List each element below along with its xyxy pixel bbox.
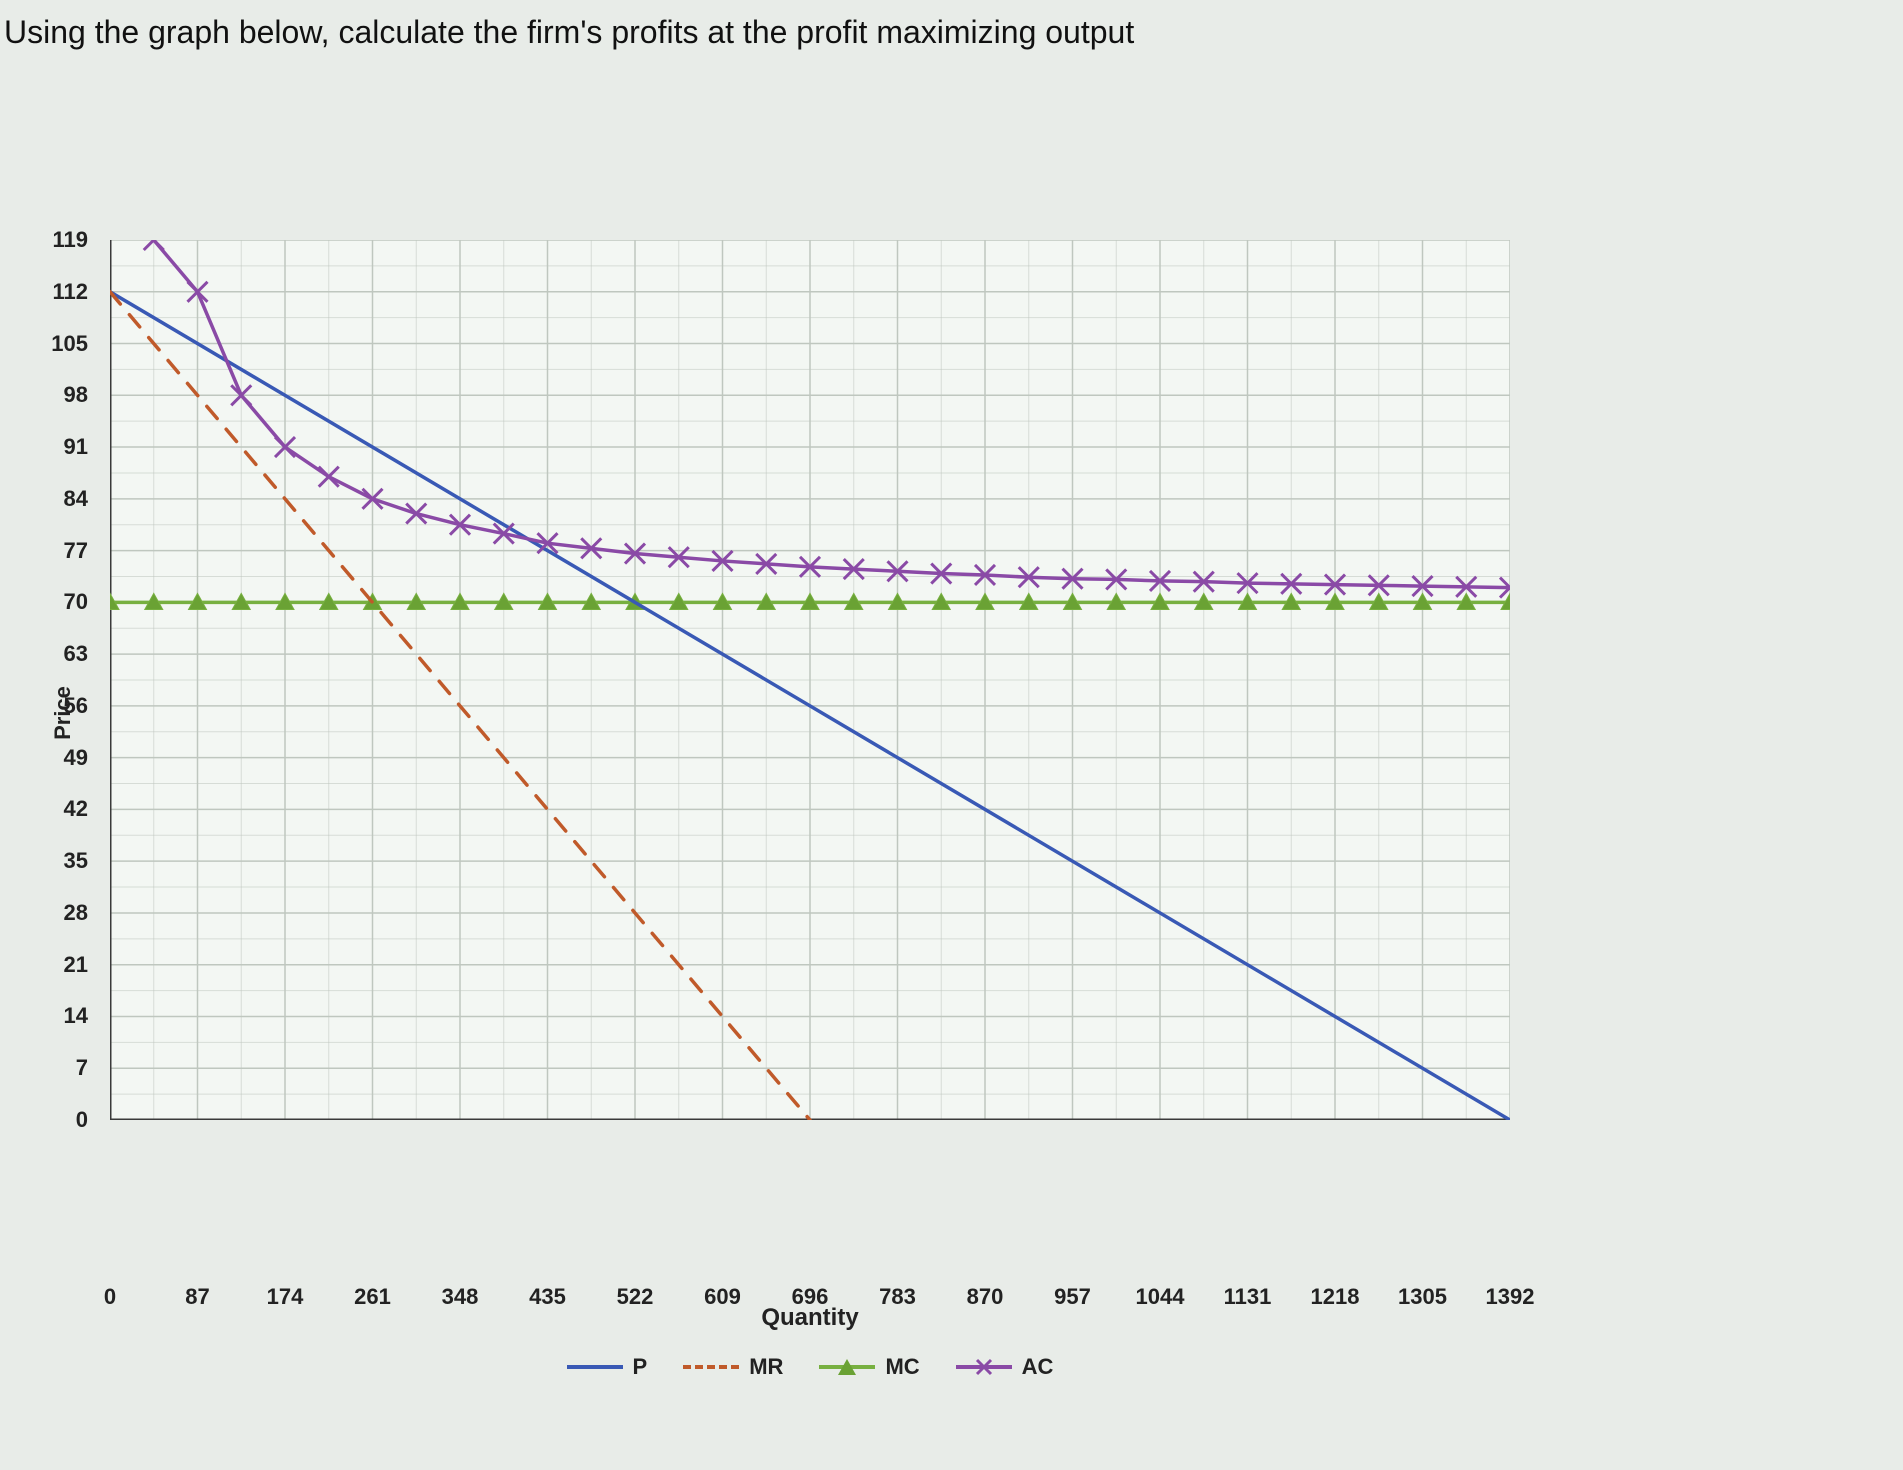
y-tick-label: 119 xyxy=(53,227,89,253)
y-tick-label: 63 xyxy=(64,641,88,667)
y-tick-label: 105 xyxy=(51,331,88,357)
y-tick-label: 49 xyxy=(64,745,88,771)
economics-chart: Price 0714212835424956637077849198105112… xyxy=(110,240,1510,1240)
y-tick-label: 98 xyxy=(64,382,88,408)
y-tick-label: 21 xyxy=(64,952,88,978)
y-tick-label: 77 xyxy=(64,538,88,564)
y-tick-label: 14 xyxy=(64,1003,88,1029)
y-tick-label: 28 xyxy=(64,900,88,926)
y-tick-label: 112 xyxy=(53,279,89,305)
y-tick-label: 42 xyxy=(64,796,88,822)
y-tick-label: 35 xyxy=(64,848,88,874)
legend-item-mr: MR xyxy=(683,1354,783,1380)
x-axis-label: Quantity xyxy=(110,1304,1510,1332)
y-tick-label: 70 xyxy=(64,589,88,615)
y-tick-label: 84 xyxy=(64,486,88,512)
legend-item-mc: MC xyxy=(819,1354,919,1380)
legend-item-p: P xyxy=(567,1354,648,1380)
question-prompt: Using the graph below, calculate the fir… xyxy=(0,0,1903,51)
y-tick-label: 56 xyxy=(64,693,88,719)
chart-plot-area xyxy=(110,240,1510,1120)
chart-legend: P MR MC AC xyxy=(110,1349,1510,1380)
y-tick-label: 91 xyxy=(64,434,88,460)
legend-item-ac: AC xyxy=(956,1354,1054,1380)
y-tick-label: 0 xyxy=(76,1107,88,1133)
y-tick-label: 7 xyxy=(76,1055,88,1081)
